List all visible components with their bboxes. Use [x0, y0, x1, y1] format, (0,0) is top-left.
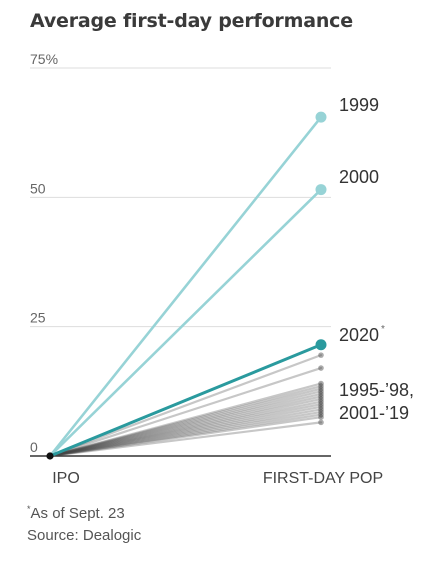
series-endpoint: [315, 184, 327, 196]
series-line: [48, 413, 323, 458]
series-endpoint: [318, 411, 324, 418]
series-endpoint: [315, 111, 327, 123]
series-label-2020-marker: *: [381, 324, 385, 335]
series-line: [48, 403, 323, 458]
series-endpoint: [318, 419, 324, 426]
y-tick-label: 25: [30, 310, 46, 326]
series-line: [48, 400, 323, 458]
series-line: [48, 410, 323, 458]
x-tick-label: FIRST-DAY POP: [263, 470, 383, 487]
footnote-marker: *: [27, 504, 31, 514]
series-endpoint: [318, 391, 324, 397]
series-endpoint: [318, 401, 324, 408]
source-note: Source: Dealogic: [27, 527, 142, 544]
footnote-text: As of Sept. 23: [30, 505, 125, 522]
series-line: [48, 385, 323, 458]
series-endpoint: [318, 352, 324, 358]
series-line: [48, 343, 323, 458]
line-chart: 0 25 50 75% IPO FIRST-DAY POP 1999 2000 2020 * 199…: [30, 51, 414, 487]
series-line: [48, 416, 323, 458]
series-endpoint: [315, 339, 327, 351]
footnote: *As of Sept. 23: [27, 504, 125, 522]
series-endpoint: [318, 414, 324, 421]
series-endpoint: [318, 398, 324, 405]
series-label-1999: 1999: [339, 95, 379, 115]
series-endpoint: [318, 409, 324, 415]
series-endpoint: [318, 396, 324, 402]
chart-title: Average first-day performance: [30, 10, 353, 32]
y-tick-label: 0: [30, 439, 38, 455]
series-endpoint: [318, 385, 324, 392]
origin-point: [46, 452, 54, 460]
series-line: [48, 405, 323, 458]
series-label-2000: 2000: [339, 167, 379, 187]
series-line: [48, 390, 323, 458]
y-tick-label: 50: [30, 180, 46, 196]
series-line: [48, 115, 323, 458]
series-endpoint: [318, 383, 324, 389]
series-label-others-line2: 2001-’19: [339, 403, 409, 423]
series-line: [48, 354, 323, 458]
y-tick-label: 75%: [30, 51, 58, 67]
series-line: [48, 188, 323, 458]
series-line: [48, 382, 323, 458]
series-line: [48, 387, 323, 458]
series-line: [48, 366, 323, 458]
series-endpoint: [318, 393, 324, 400]
series-line: [48, 392, 323, 458]
series-label-2020: 2020: [339, 325, 379, 345]
series-endpoint: [318, 380, 324, 387]
series-line: [48, 397, 323, 458]
series-endpoint: [318, 406, 324, 413]
series-line: [48, 421, 323, 458]
series-line: [48, 408, 323, 458]
series-endpoint: [318, 365, 324, 371]
series-line: [48, 395, 323, 458]
series-label-others-line1: 1995-’98,: [339, 380, 414, 400]
series-endpoint: [318, 388, 324, 395]
x-tick-label: IPO: [52, 470, 80, 487]
series-endpoint: [318, 404, 324, 410]
